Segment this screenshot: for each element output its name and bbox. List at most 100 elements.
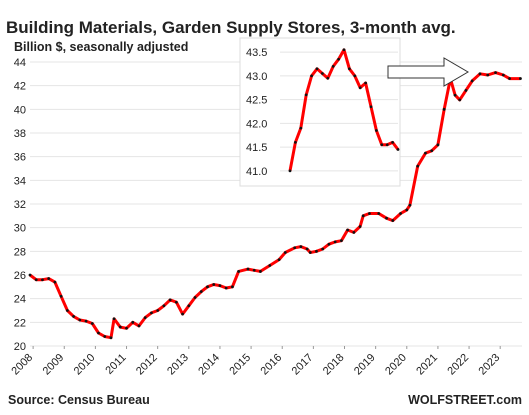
x-tick-label: 2010: [72, 352, 98, 378]
y-tick-label: 32: [14, 199, 26, 211]
x-tick-label: 2015: [227, 352, 253, 378]
point: [353, 74, 357, 78]
point: [181, 312, 184, 316]
point: [364, 81, 367, 85]
point: [408, 203, 412, 207]
y-tick-label: 43.5: [246, 47, 267, 59]
point: [131, 320, 135, 324]
y-tick-label: 22: [14, 317, 26, 329]
point: [377, 212, 381, 215]
x-tick-label: 2008: [9, 352, 35, 378]
point: [156, 309, 160, 312]
point: [294, 140, 297, 144]
x-tick-label: 2019: [352, 352, 378, 378]
point: [268, 264, 272, 267]
point: [41, 278, 44, 282]
point: [339, 239, 343, 243]
y-tick-label: 28: [14, 246, 26, 258]
point: [508, 77, 511, 80]
point: [396, 148, 400, 151]
point: [380, 143, 384, 147]
point: [237, 270, 241, 273]
point: [430, 149, 434, 153]
point: [168, 298, 172, 302]
point: [162, 304, 166, 308]
point: [103, 335, 107, 338]
point: [299, 245, 303, 249]
point: [458, 98, 462, 102]
point: [218, 284, 222, 288]
point: [277, 258, 281, 262]
y-tick-label: 42.0: [246, 118, 267, 130]
point: [125, 326, 128, 330]
point: [391, 219, 395, 222]
point: [333, 240, 337, 244]
point: [369, 105, 373, 109]
point: [90, 322, 94, 325]
point: [321, 72, 324, 75]
point: [283, 251, 287, 254]
point: [231, 285, 234, 289]
point: [327, 242, 331, 246]
y-tick-label: 26: [14, 270, 26, 282]
y-tick-label: 43.0: [246, 71, 267, 83]
point: [47, 277, 51, 280]
point: [199, 290, 203, 293]
point: [486, 73, 490, 77]
chart-subtitle: Billion $, seasonally adjusted: [14, 40, 188, 54]
point: [348, 67, 351, 71]
point: [405, 208, 409, 212]
point: [346, 228, 350, 232]
x-tick-label: 2021: [414, 352, 440, 378]
y-tick-label: 42.5: [246, 95, 267, 107]
x-tick-label: 2012: [134, 352, 160, 378]
point: [304, 93, 308, 97]
point: [212, 283, 216, 286]
point: [436, 143, 440, 147]
point: [193, 296, 197, 299]
chart-title: Building Materials, Garden Supply Stores…: [6, 18, 456, 37]
point: [352, 231, 356, 234]
point: [288, 169, 292, 173]
point: [326, 76, 330, 80]
point: [112, 317, 116, 321]
point: [310, 74, 313, 78]
point: [442, 107, 446, 111]
inset-frame: [239, 37, 401, 187]
point: [259, 270, 262, 273]
point: [65, 309, 69, 312]
credit: WOLFSTREET.com: [408, 393, 522, 407]
point: [59, 294, 63, 298]
y-tick-label: 41.5: [246, 142, 267, 154]
point: [453, 93, 457, 97]
point: [391, 140, 394, 144]
point: [375, 129, 378, 132]
x-tick-label: 2018: [321, 352, 347, 378]
point: [331, 64, 335, 68]
point: [399, 212, 402, 215]
point: [299, 126, 303, 130]
point: [361, 214, 365, 218]
point: [358, 86, 362, 90]
y-tick-label: 40: [14, 104, 26, 116]
point: [315, 67, 319, 71]
point: [315, 249, 318, 253]
point: [150, 311, 153, 315]
x-tick-label: 2011: [103, 352, 128, 377]
x-tick-label: 2014: [196, 352, 222, 378]
point: [424, 151, 427, 155]
point: [28, 273, 32, 277]
point: [78, 318, 82, 322]
point: [305, 247, 309, 251]
point: [385, 143, 389, 147]
y-tick-label: 34: [14, 175, 26, 187]
x-tick-label: 2016: [259, 352, 285, 378]
point: [118, 325, 122, 329]
y-tick-label: 42: [14, 81, 26, 93]
y-tick-label: 20: [14, 341, 26, 353]
point: [53, 280, 57, 284]
source: Source: Census Bureau: [8, 393, 150, 407]
point: [464, 89, 468, 92]
point: [416, 164, 420, 168]
point: [470, 79, 474, 83]
